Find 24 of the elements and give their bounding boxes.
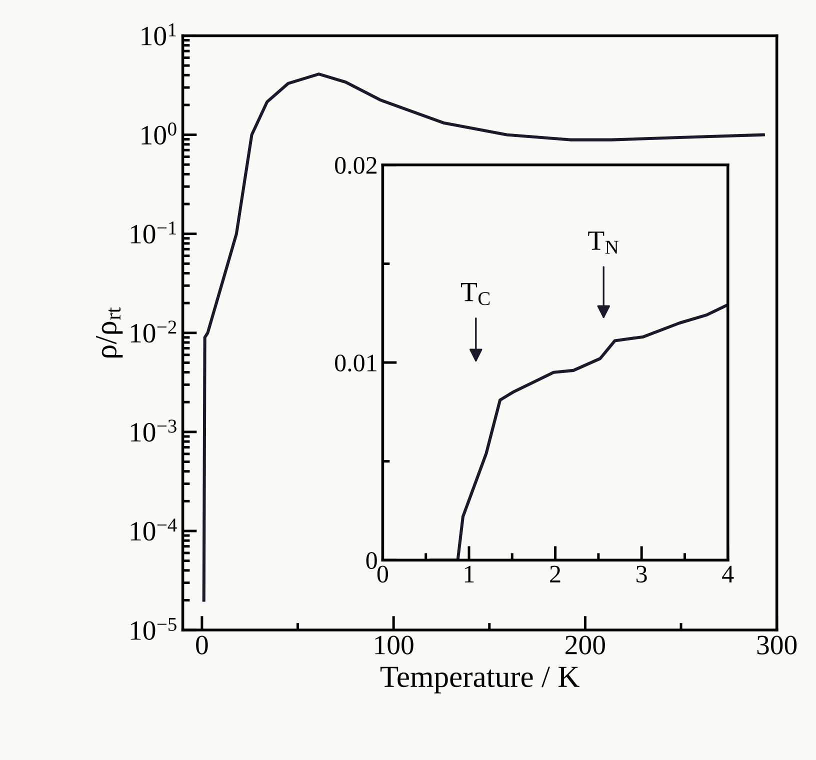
y-tick-label: 10$^{−5}$ — [130, 618, 176, 640]
x-tick-label: 1 — [464, 566, 474, 582]
x-tick-label: 0 — [196, 636, 208, 654]
x-tick-label: 100 — [375, 636, 414, 654]
y-tick-label: 10$^{0}$ — [142, 122, 176, 145]
y-axis-title: ρ/ρ$_{rt}$ — [96, 307, 123, 358]
x-tick-label: 3 — [636, 566, 647, 583]
y-tick-label: 10$^{−1}$ — [130, 222, 176, 244]
line-series — [202, 72, 765, 602]
x-tick-label: 0 — [377, 566, 388, 583]
y-tick-label: 10$^{−4}$ — [130, 518, 177, 541]
annotation: T$_{C}$ — [460, 282, 490, 306]
x-tick-label: 200 — [566, 636, 605, 654]
y-tick-label: 0.02 — [335, 156, 376, 174]
annotation: T$_{N}$ — [588, 232, 618, 254]
x-tick-label: 300 — [757, 636, 797, 654]
y-tick-label: 0.01 — [335, 354, 376, 372]
x-tick-label: 4 — [722, 566, 734, 582]
y-tick-label: 10$^{−3}$ — [130, 420, 176, 442]
y-tick-label: 10$^{−2}$ — [130, 320, 176, 343]
y-tick-label: 0 — [366, 552, 377, 570]
y-tick-label: 10$^{1}$ — [142, 23, 176, 46]
x-tick-label: 2 — [550, 566, 560, 582]
x-axis-title: Temperature / K — [380, 666, 580, 694]
